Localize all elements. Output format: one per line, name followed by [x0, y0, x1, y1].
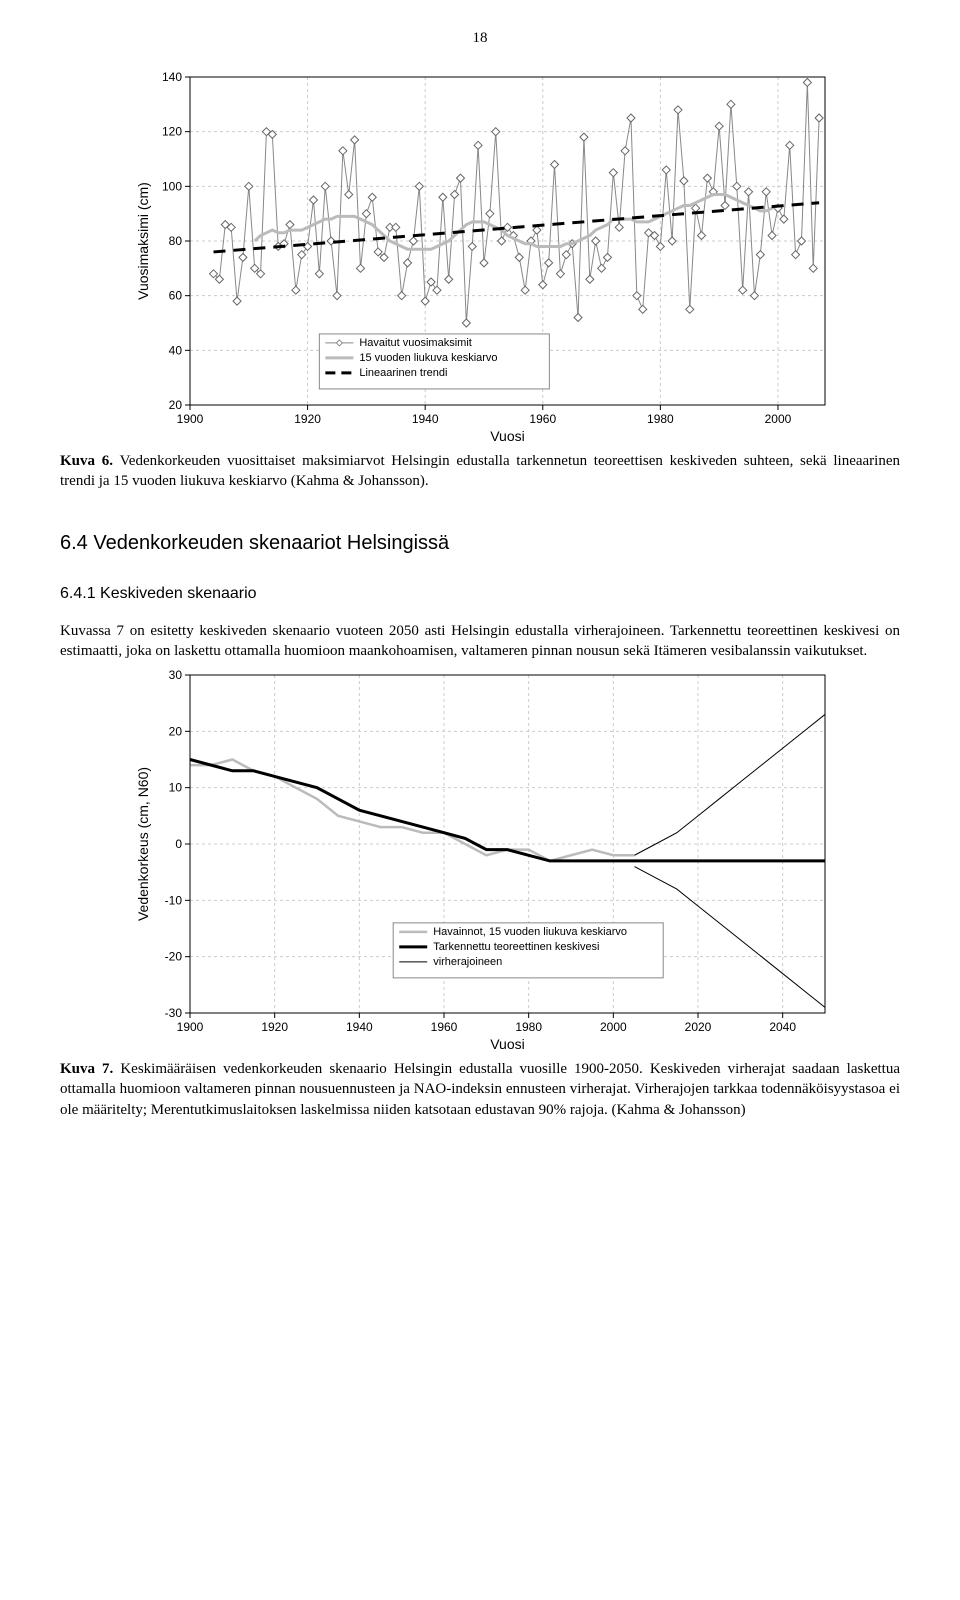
caption-fig6: Kuva 6. Vedenkorkeuden vuosittaiset maks…	[60, 451, 900, 492]
page-number: 18	[60, 30, 900, 47]
svg-text:1960: 1960	[529, 412, 556, 426]
svg-text:30: 30	[169, 668, 183, 682]
svg-text:Vedenkorkeus (cm, N60): Vedenkorkeus (cm, N60)	[135, 767, 151, 921]
subsection-6-4-1-heading: 6.4.1 Keskiveden skenaario	[60, 585, 900, 603]
svg-text:Havaitut vuosimaksimit: Havaitut vuosimaksimit	[359, 337, 471, 349]
caption-fig6-text: Vedenkorkeuden vuosittaiset maksimiarvot…	[60, 453, 900, 489]
caption-fig7: Kuva 7. Keskimääräisen vedenkorkeuden sk…	[60, 1059, 900, 1120]
svg-text:1920: 1920	[294, 412, 321, 426]
svg-text:-10: -10	[165, 893, 183, 907]
svg-text:120: 120	[162, 125, 182, 139]
caption-fig6-prefix: Kuva 6.	[60, 453, 120, 469]
caption-fig7-text: Keskimääräisen vedenkorkeuden skenaario …	[60, 1061, 900, 1118]
svg-text:140: 140	[162, 70, 182, 84]
svg-text:1960: 1960	[431, 1020, 458, 1034]
svg-text:2040: 2040	[769, 1020, 796, 1034]
svg-text:Vuosi: Vuosi	[490, 428, 525, 444]
svg-text:-20: -20	[165, 950, 183, 964]
svg-text:1980: 1980	[647, 412, 674, 426]
svg-text:60: 60	[169, 289, 183, 303]
svg-text:2020: 2020	[685, 1020, 712, 1034]
svg-text:1900: 1900	[177, 412, 204, 426]
svg-text:2000: 2000	[600, 1020, 627, 1034]
svg-text:100: 100	[162, 179, 182, 193]
svg-text:Vuosimaksimi (cm): Vuosimaksimi (cm)	[135, 182, 151, 300]
svg-text:80: 80	[169, 234, 183, 248]
svg-text:2000: 2000	[765, 412, 792, 426]
svg-text:20: 20	[169, 398, 183, 412]
svg-text:Tarkennettu teoreettinen keski: Tarkennettu teoreettinen keskivesi	[433, 941, 599, 953]
caption-fig7-prefix: Kuva 7.	[60, 1061, 120, 1077]
svg-text:40: 40	[169, 343, 183, 357]
svg-text:1920: 1920	[261, 1020, 288, 1034]
paragraph-1: Kuvassa 7 on esitetty keskiveden skenaar…	[60, 621, 900, 662]
svg-text:Havainnot, 15 vuoden liukuva k: Havainnot, 15 vuoden liukuva keskiarvo	[433, 926, 627, 938]
svg-text:1900: 1900	[177, 1020, 204, 1034]
svg-text:1940: 1940	[412, 412, 439, 426]
svg-text:1980: 1980	[515, 1020, 542, 1034]
chart1-figure: 1900 1920 1940 1960 1980 2000 20 40 60 80 100 120 14…	[120, 67, 840, 447]
svg-text:Lineaarinen trendi: Lineaarinen trendi	[359, 367, 447, 379]
section-6-4-heading: 6.4 Vedenkorkeuden skenaariot Helsingiss…	[60, 532, 900, 555]
svg-text:1940: 1940	[346, 1020, 373, 1034]
svg-text:10: 10	[169, 781, 183, 795]
svg-text:20: 20	[169, 724, 183, 738]
svg-text:virherajoineen: virherajoineen	[433, 956, 502, 968]
svg-text:0: 0	[175, 837, 182, 851]
svg-text:-30: -30	[165, 1006, 183, 1020]
svg-text:Vuosi: Vuosi	[490, 1036, 525, 1052]
chart2-figure: 1900 1920 1940 1960 1980 2000 2020 2040 -30 -20 -1…	[120, 665, 840, 1055]
svg-text:15 vuoden liukuva keskiarvo: 15 vuoden liukuva keskiarvo	[359, 352, 497, 364]
